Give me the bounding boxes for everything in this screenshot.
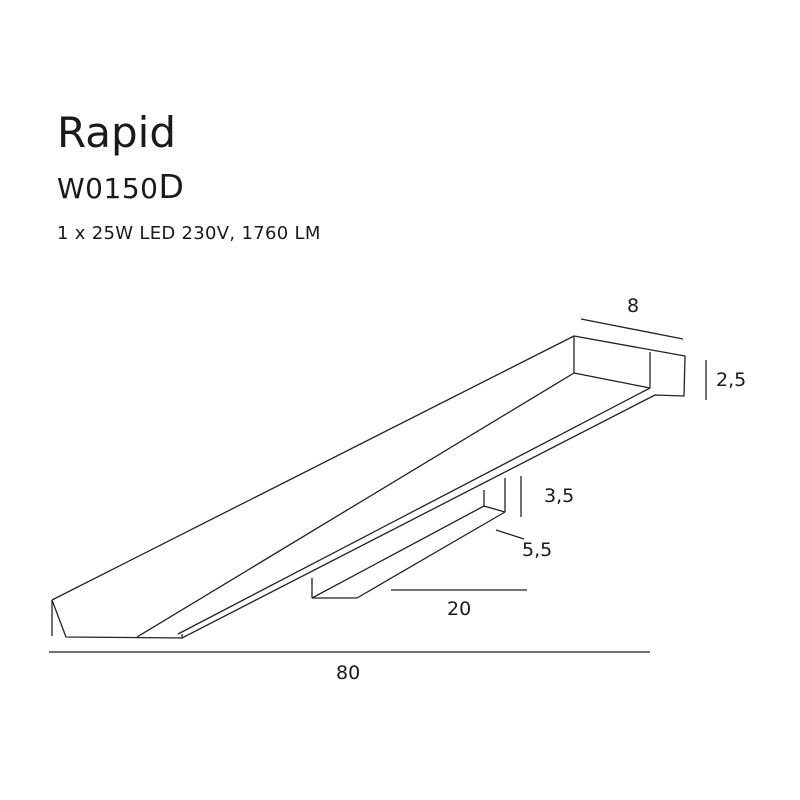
dim-label-arm-length: 20 <box>447 598 471 620</box>
dim-label-height: 2,5 <box>716 369 746 391</box>
dim-label-total-length: 80 <box>336 662 360 684</box>
mounting-arm <box>311 478 506 599</box>
dim-line-depth <box>580 318 684 340</box>
product-spec: 1 x 25W LED 230V, 1760 LM <box>57 223 321 244</box>
dim-label-arm-depth: 5,5 <box>522 539 552 561</box>
dim-line-arm-depth <box>495 529 525 540</box>
dim-label-depth: 8 <box>627 295 639 317</box>
product-code-number: W0150 <box>57 172 159 205</box>
product-code: W0150D <box>57 170 184 203</box>
dim-label-arm-height: 3,5 <box>544 485 574 507</box>
dimension-lines <box>49 318 707 653</box>
product-code-suffix: D <box>158 167 185 206</box>
lamp-body <box>51 335 686 639</box>
product-name: Rapid <box>57 108 176 157</box>
